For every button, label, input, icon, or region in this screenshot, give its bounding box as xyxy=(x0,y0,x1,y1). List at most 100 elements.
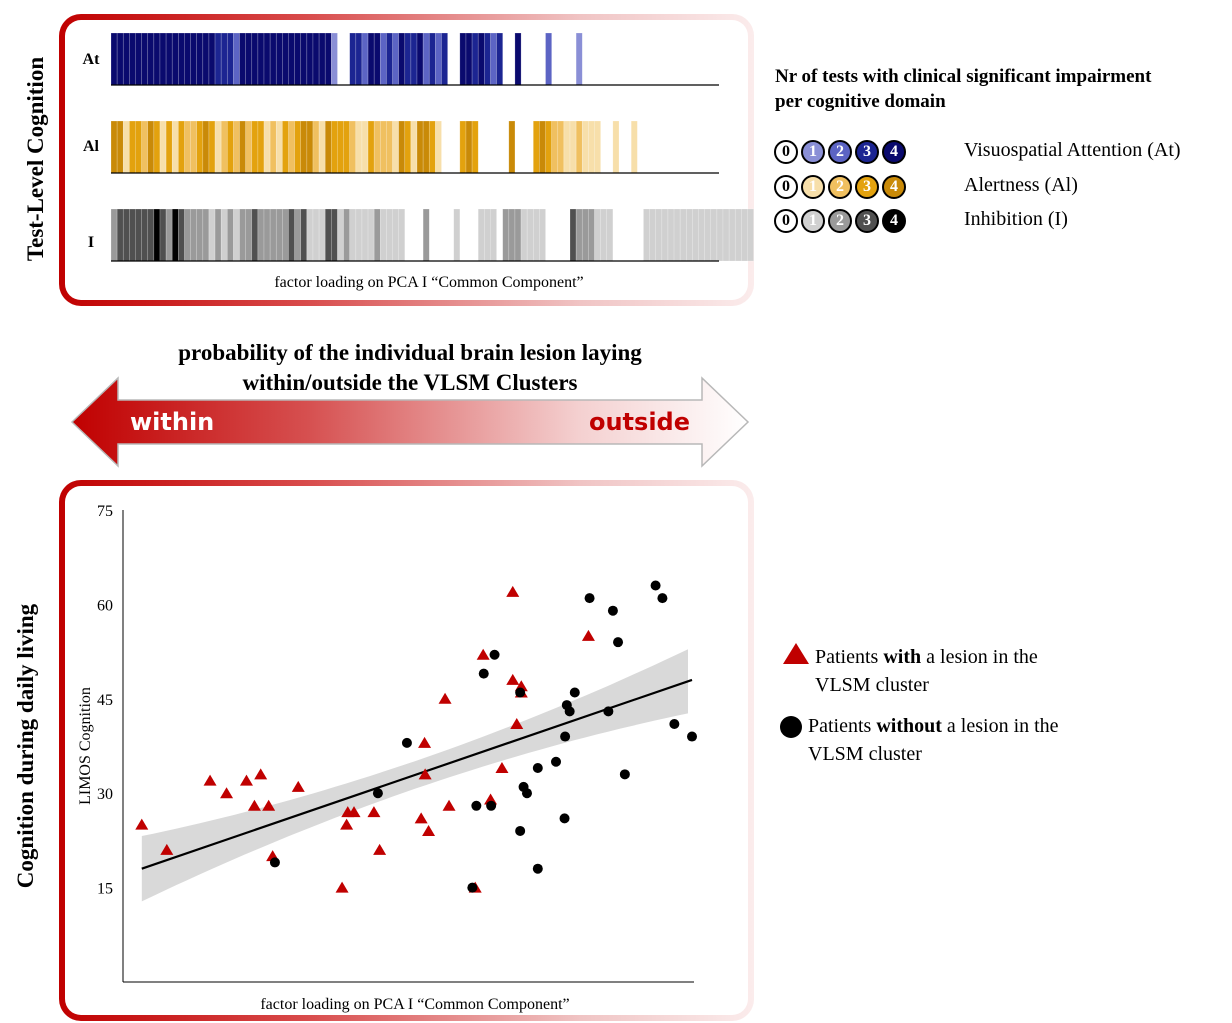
legend-without-lesion: Patients without a lesion in the VLSM cl… xyxy=(808,712,1059,768)
triangle-point xyxy=(476,648,490,660)
legend-with-post: a lesion in the xyxy=(921,646,1038,668)
legend-without-bold: without xyxy=(876,715,942,737)
double-arrow-shape xyxy=(70,376,750,468)
arrow-title-line1: probability of the individual brain lesi… xyxy=(178,340,642,365)
circle-point xyxy=(486,800,497,811)
level-circle: 0 xyxy=(774,209,798,233)
triangle-point xyxy=(340,818,354,830)
legend-with-line2: VLSM cluster xyxy=(815,674,929,696)
circle-point xyxy=(489,649,500,660)
level-circle: 3 xyxy=(855,140,879,164)
circle-point xyxy=(532,763,543,774)
circle-point xyxy=(569,687,580,698)
legend-without-post: a lesion in the xyxy=(941,715,1059,737)
level-circle: 2 xyxy=(828,175,852,199)
level-circle: 3 xyxy=(855,209,879,233)
triangle-point xyxy=(160,843,174,855)
circle-point xyxy=(560,731,571,742)
circle-point xyxy=(669,718,680,729)
circle-point xyxy=(532,863,543,874)
row-label-at: At xyxy=(83,51,101,68)
y-tick-label: 15 xyxy=(97,881,113,898)
level-circle: 1 xyxy=(801,209,825,233)
test-level-heatmap: At Al I factor loading on PCA I “Common … xyxy=(83,32,754,291)
circle-point xyxy=(603,706,614,717)
scatter-y-axis-label: LIMOS Cognition xyxy=(77,687,94,805)
domain-legend-title-line2: per cognitive domain xyxy=(775,91,946,112)
level-circle: 1 xyxy=(801,175,825,199)
triangle-point xyxy=(506,673,520,685)
triangle-point xyxy=(347,806,361,818)
circle-point xyxy=(559,813,570,824)
circle-point xyxy=(269,857,280,868)
triangle-point xyxy=(262,799,276,811)
probability-arrow: within outside xyxy=(70,376,750,468)
circle-point xyxy=(687,731,697,742)
circle-point xyxy=(619,769,630,780)
arrow-outside-label: outside xyxy=(589,408,690,436)
circle-point xyxy=(650,580,661,591)
triangle-point xyxy=(291,780,305,792)
circle-point xyxy=(467,882,478,893)
triangle-point xyxy=(135,818,149,830)
level-circle: 0 xyxy=(774,175,798,199)
triangle-point xyxy=(335,881,349,893)
regression-line xyxy=(141,678,693,870)
triangle-point xyxy=(418,768,432,780)
y-tick-label: 60 xyxy=(97,597,113,614)
triangle-point xyxy=(442,799,456,811)
circle-legend-icon xyxy=(780,716,802,738)
heat-cell xyxy=(747,208,754,262)
scatter-points xyxy=(135,580,697,893)
triangle-point xyxy=(254,768,268,780)
scatter-axes: 15 30 45 60 75 xyxy=(97,503,694,983)
triangle-point xyxy=(438,692,452,704)
top-x-axis-label: factor loading on PCA I “Common Componen… xyxy=(274,274,583,291)
domain-name: Inhibition (I) xyxy=(964,208,1068,230)
triangle-point xyxy=(495,762,509,774)
legend-with-bold: with xyxy=(883,646,922,668)
legend-with-lesion: Patients with a lesion in the VLSM clust… xyxy=(815,643,1038,699)
circle-point xyxy=(584,593,595,604)
triangle-point xyxy=(367,806,381,818)
domain-legend-title-line1: Nr of tests with clinical significant im… xyxy=(775,66,1152,87)
triangle-point xyxy=(422,824,436,836)
domain-legend-title: Nr of tests with clinical significant im… xyxy=(775,64,1230,114)
level-circle: 2 xyxy=(828,209,852,233)
triangle-point xyxy=(373,843,387,855)
circle-point xyxy=(564,706,575,717)
circle-point xyxy=(613,637,624,648)
triangle-point xyxy=(581,629,595,641)
triangle-point xyxy=(247,799,261,811)
circle-point xyxy=(515,825,526,836)
level-circle: 4 xyxy=(882,140,906,164)
arrow-title-line2: within/outside the VLSM Clusters xyxy=(242,370,578,395)
triangle-legend-icon xyxy=(783,643,809,664)
triangle-point xyxy=(506,585,520,597)
row-label-al: Al xyxy=(83,138,100,155)
heatmap-baselines xyxy=(111,84,719,262)
triangle-point xyxy=(414,812,428,824)
scatter-plot: 15 30 45 60 75 LIMOS Cognition factor loadin… xyxy=(77,503,697,1013)
level-circle: 0 xyxy=(774,140,798,164)
scatter-x-axis-label: factor loading on PCA I “Common Componen… xyxy=(260,996,569,1013)
circle-point xyxy=(471,800,482,811)
circle-point xyxy=(372,788,383,799)
arrow-title: probability of the individual brain lesi… xyxy=(60,338,760,398)
legend-without-pre: Patients xyxy=(808,715,877,737)
regression-line-path xyxy=(141,678,693,870)
triangle-point xyxy=(418,736,432,748)
circle-point xyxy=(401,737,412,748)
level-circle: 3 xyxy=(855,175,879,199)
legend-without-line2: VLSM cluster xyxy=(808,743,922,765)
y-tick-label: 75 xyxy=(97,503,113,520)
level-circle: 4 xyxy=(882,209,906,233)
arrow-within-label: within xyxy=(130,408,214,436)
triangle-point xyxy=(203,774,217,786)
row-label-i: I xyxy=(88,234,94,251)
triangle-point xyxy=(510,717,524,729)
legend-with-pre: Patients xyxy=(815,646,884,668)
